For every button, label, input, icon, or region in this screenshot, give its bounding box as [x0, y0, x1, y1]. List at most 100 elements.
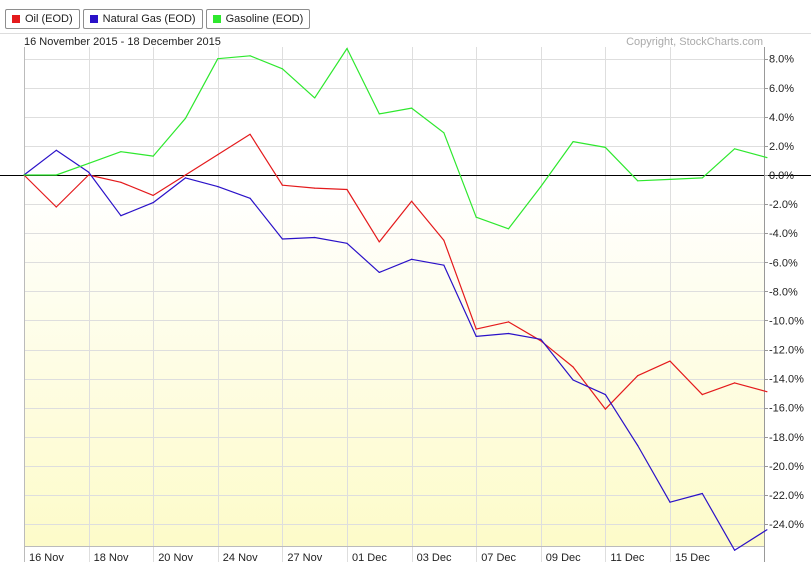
x-tick-label: 20 Nov	[158, 552, 193, 564]
series-lines	[23, 47, 768, 551]
data-point-oil-eod	[766, 391, 768, 393]
data-point-gasoline-eod	[184, 117, 187, 119]
series-line-oil-eod	[23, 133, 768, 410]
y-tick-label: -10.0%	[769, 315, 804, 327]
x-axis: 16 Nov 18 Nov 20 Nov 24 Nov 27 Nov 01 Dec 03 D…	[29, 552, 710, 564]
x-tick-label: 07 Dec	[481, 552, 516, 564]
data-point-oil-eod	[249, 133, 251, 135]
data-point-gasoline-eod	[281, 68, 283, 70]
y-tick-label: -14.0%	[769, 374, 804, 386]
data-point-gasoline-eod	[249, 55, 251, 57]
data-point-natural-gas-eod	[120, 215, 122, 217]
series-line-gasoline-eod	[24, 47, 768, 230]
data-point-natural-gas-eod	[734, 549, 736, 551]
legend-label-natural-gas: Natural Gas (EOD)	[102, 13, 196, 25]
y-tick-label: -12.0%	[769, 345, 804, 357]
data-point-oil-eod	[507, 321, 510, 323]
y-axis: 8.0% 6.0% 4.0% 2.0% 0.0% -2.0% -4.0% -6.0% -8.0%…	[764, 54, 804, 531]
legend-item-oil[interactable]: Oil (EOD)	[5, 9, 80, 29]
y-tick-label: 8.0%	[769, 54, 794, 66]
data-point-oil-eod	[443, 239, 445, 241]
data-point-natural-gas-eod	[378, 271, 380, 273]
data-point-natural-gas-eod	[346, 242, 348, 244]
natural-gas-swatch-icon	[89, 15, 98, 23]
y-tick-label: -2.0%	[769, 199, 798, 211]
data-point-oil-eod	[152, 194, 154, 196]
data-point-gasoline-eod	[314, 97, 316, 99]
x-tick-label: 15 Dec	[675, 552, 710, 564]
data-point-gasoline-eod	[604, 146, 607, 148]
data-point-gasoline-eod	[378, 113, 380, 115]
y-tick-label: -22.0%	[769, 490, 804, 502]
data-point-natural-gas-eod	[88, 171, 90, 173]
data-point-natural-gas-eod	[55, 149, 57, 151]
grid	[0, 33, 811, 562]
data-point-natural-gas-eod	[184, 177, 187, 179]
data-point-gasoline-eod	[120, 151, 122, 153]
data-point-oil-eod	[572, 366, 574, 368]
data-point-gasoline-eod	[540, 186, 542, 188]
date-range: 16 November 2015 - 18 December 2015	[24, 36, 221, 48]
data-point-gasoline-eod	[346, 47, 348, 50]
data-point-gasoline-eod	[217, 58, 219, 60]
data-point-oil-eod	[475, 328, 477, 330]
data-point-natural-gas-eod	[766, 529, 768, 531]
data-point-natural-gas-eod	[314, 236, 316, 239]
data-point-natural-gas-eod	[249, 197, 251, 199]
oil-swatch-icon	[12, 15, 20, 23]
data-point-natural-gas-eod	[152, 202, 154, 204]
data-point-gasoline-eod	[152, 155, 154, 157]
data-point-natural-gas-eod	[637, 444, 639, 447]
data-point-oil-eod	[411, 200, 413, 202]
x-tick-label: 18 Nov	[94, 552, 129, 564]
x-tick-label: 03 Dec	[417, 552, 452, 564]
data-point-oil-eod	[378, 241, 380, 243]
x-tick-label: 01 Dec	[352, 552, 387, 564]
data-point-oil-eod	[734, 382, 736, 384]
data-point-natural-gas-eod	[669, 501, 671, 503]
legend: Oil (EOD) Natural Gas (EOD) Gasoline (EO…	[5, 9, 311, 31]
data-point-oil-eod	[604, 408, 607, 410]
data-point-gasoline-eod	[23, 174, 25, 176]
x-tick-label: 09 Dec	[546, 552, 581, 564]
data-point-gasoline-eod	[475, 216, 477, 218]
copyright: Copyright, StockCharts.com	[626, 36, 763, 48]
data-point-oil-eod	[669, 360, 671, 362]
data-point-natural-gas-eod	[281, 238, 283, 240]
y-tick-label: -18.0%	[769, 432, 804, 444]
data-point-gasoline-eod	[572, 141, 574, 143]
y-tick-label: 0.0%	[769, 170, 794, 182]
data-point-gasoline-eod	[507, 228, 510, 230]
y-tick-label: -8.0%	[769, 286, 798, 298]
data-point-natural-gas-eod	[217, 186, 219, 188]
plot-background	[24, 47, 764, 546]
data-point-gasoline-eod	[766, 157, 768, 159]
y-tick-label: -24.0%	[769, 519, 804, 531]
y-tick-label: 4.0%	[769, 112, 794, 124]
data-point-oil-eod	[281, 184, 283, 186]
series-line-natural-gas-eod	[23, 149, 768, 551]
data-point-natural-gas-eod	[443, 264, 445, 266]
data-point-gasoline-eod	[88, 162, 90, 164]
data-point-oil-eod	[217, 154, 219, 156]
data-point-gasoline-eod	[637, 180, 639, 182]
y-tick-label: -4.0%	[769, 228, 798, 240]
data-point-oil-eod	[184, 174, 187, 176]
data-point-natural-gas-eod	[475, 335, 477, 337]
data-point-natural-gas-eod	[540, 338, 542, 340]
data-point-gasoline-eod	[443, 132, 445, 134]
data-point-oil-eod	[314, 187, 316, 189]
legend-label-oil: Oil (EOD)	[25, 13, 73, 25]
data-point-gasoline-eod	[411, 107, 413, 109]
data-point-natural-gas-eod	[411, 258, 413, 260]
gasoline-swatch-icon	[212, 15, 221, 23]
data-point-oil-eod	[637, 375, 639, 377]
x-tick-label: 24 Nov	[223, 552, 258, 564]
legend-item-gasoline[interactable]: Gasoline (EOD)	[205, 9, 311, 29]
data-point-oil-eod	[346, 188, 348, 191]
legend-label-gasoline: Gasoline (EOD)	[225, 13, 304, 25]
legend-item-natural-gas[interactable]: Natural Gas (EOD)	[82, 9, 203, 29]
data-point-gasoline-eod	[669, 178, 671, 180]
y-tick-label: 6.0%	[769, 83, 794, 95]
